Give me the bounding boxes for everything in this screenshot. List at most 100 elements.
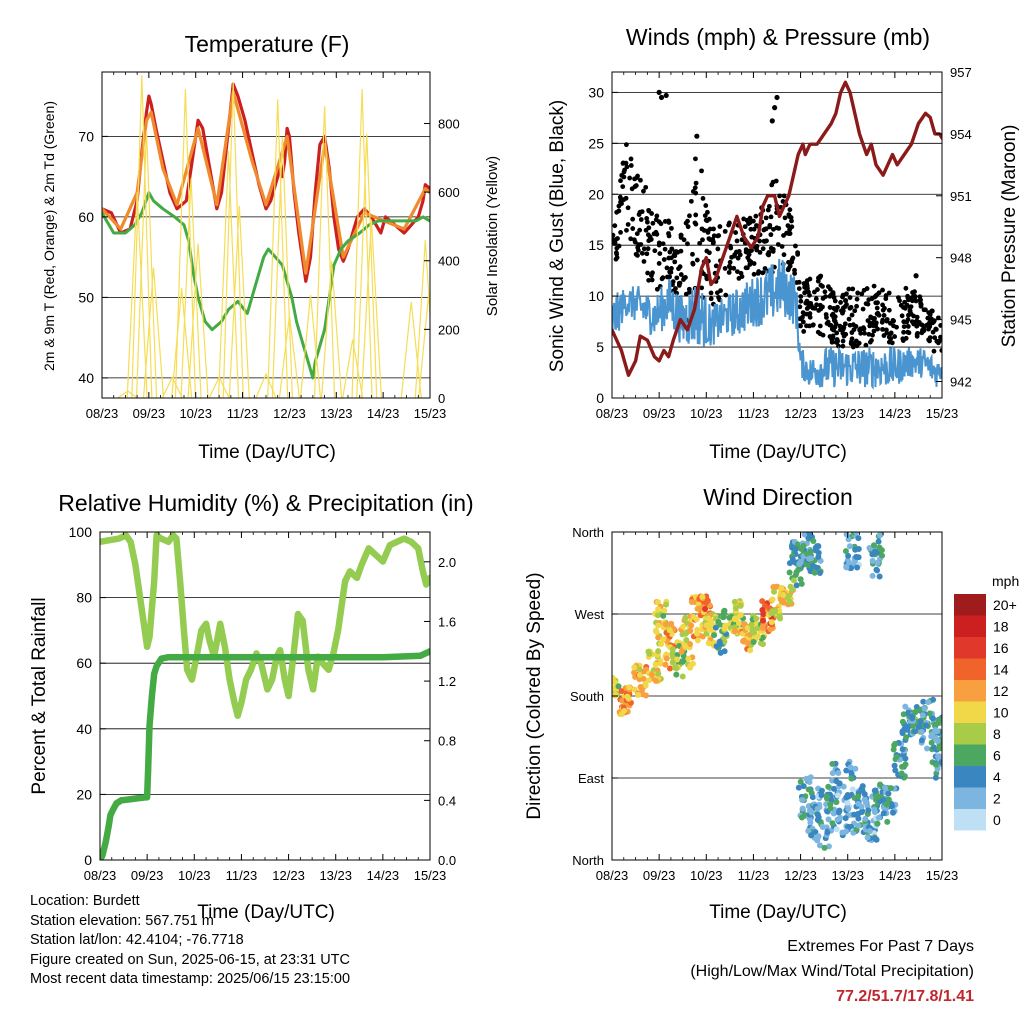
gust-point — [627, 175, 633, 181]
insolation-spike — [271, 137, 293, 398]
gust-point — [693, 156, 698, 162]
gust-point — [625, 222, 631, 227]
direction-point — [703, 622, 710, 629]
gust-point — [817, 323, 823, 329]
direction-point — [829, 820, 836, 827]
x-tick-label: 11/23 — [226, 868, 258, 883]
direction-point — [903, 734, 910, 741]
gust-point — [769, 182, 775, 188]
direction-point — [833, 799, 840, 806]
direction-point — [827, 805, 834, 812]
direction-point — [875, 814, 882, 821]
legend-label: 6 — [993, 748, 1001, 764]
gust-point — [838, 324, 844, 330]
direction-panel: 08/23 09/23 10/23 11/23 12/23 13/23 14/23 15/23… — [570, 525, 958, 883]
gust-point — [666, 231, 671, 236]
direction-point — [823, 793, 830, 800]
gust-point — [641, 188, 646, 194]
gust-point — [614, 245, 620, 251]
x-tick-label: 08/23 — [596, 406, 629, 421]
x-tick-label: 15/23 — [414, 868, 447, 883]
direction-point — [855, 822, 862, 829]
gust-point — [927, 320, 933, 326]
temperature-ylabel-right: Solar Insolation (Yellow) — [484, 156, 501, 316]
series-line — [102, 191, 430, 380]
gust-point — [656, 240, 662, 246]
gust-point — [866, 331, 872, 337]
y-right-tick-label: 800 — [438, 116, 460, 131]
gust-point — [869, 315, 875, 321]
direction-point — [871, 806, 878, 813]
direction-point — [787, 583, 794, 590]
gust-point — [847, 322, 853, 328]
direction-point — [829, 760, 836, 767]
direction-point — [843, 564, 850, 571]
direction-point — [809, 794, 816, 801]
gust-point — [816, 275, 821, 281]
direction-point — [933, 770, 940, 777]
gust-point — [781, 252, 787, 258]
temperature-xlabel: Time (Day/UTC) — [198, 442, 336, 463]
direction-point — [645, 677, 652, 684]
y-tick-label: 5 — [596, 339, 604, 355]
gust-point — [612, 232, 616, 238]
gust-point — [891, 323, 896, 329]
gust-point — [850, 344, 856, 350]
gust-point — [846, 286, 852, 292]
gust-point — [621, 174, 627, 180]
gust-point — [815, 287, 820, 292]
gust-point — [865, 301, 871, 307]
gust-point — [632, 176, 637, 182]
gust-point — [804, 278, 810, 284]
gust-point — [935, 315, 941, 321]
y-right-tick-label: 600 — [438, 185, 460, 200]
direction-point — [754, 625, 761, 632]
gust-point — [670, 279, 676, 285]
gust-point — [827, 305, 833, 310]
direction-point — [655, 634, 662, 641]
x-tick-label: 08/23 — [84, 868, 117, 883]
direction-point — [878, 547, 885, 554]
gust-point — [678, 272, 684, 277]
gust-point — [715, 246, 721, 252]
gust-point — [700, 196, 706, 201]
latlon-text: Station lat/lon: 42.4104; -76.7718 — [30, 932, 244, 949]
direction-point — [808, 832, 815, 839]
gust-point — [880, 287, 885, 293]
gust-point — [685, 218, 690, 224]
x-tick-label: 15/23 — [414, 406, 447, 421]
direction-point — [799, 797, 806, 804]
legend-label: 12 — [993, 683, 1009, 699]
gust-point — [790, 255, 796, 261]
direction-point — [660, 612, 667, 619]
y-tick-label: 0 — [596, 390, 604, 406]
insolation-spike — [174, 89, 197, 398]
direction-point — [873, 566, 880, 573]
x-tick-label: 14/23 — [367, 406, 400, 421]
gust-point — [903, 285, 909, 291]
direction-point — [865, 807, 872, 814]
gust-point — [796, 279, 802, 285]
y-tick-label: 25 — [588, 135, 604, 151]
gust-point — [844, 291, 849, 297]
gust-point — [614, 255, 620, 260]
gust-point — [641, 246, 647, 252]
y-right-tick-label: 957 — [950, 65, 972, 80]
direction-point — [898, 770, 905, 777]
gust-point — [728, 245, 734, 251]
direction-point — [872, 787, 879, 794]
gust-point — [926, 310, 932, 316]
direction-point — [845, 536, 852, 543]
x-tick-label: 10/23 — [178, 868, 211, 883]
direction-point — [652, 627, 659, 634]
gust-point — [676, 280, 682, 286]
speed-legend: mph 20+ 18 16 14 12 10 8 6 4 2 0 — [954, 573, 1019, 831]
gust-point — [793, 243, 798, 249]
gust-point — [621, 197, 627, 203]
gust-point — [657, 251, 663, 257]
gust-point — [612, 241, 618, 246]
gust-point — [638, 177, 643, 183]
direction-point — [834, 816, 841, 823]
gust-point — [739, 274, 745, 279]
direction-point — [655, 648, 662, 655]
